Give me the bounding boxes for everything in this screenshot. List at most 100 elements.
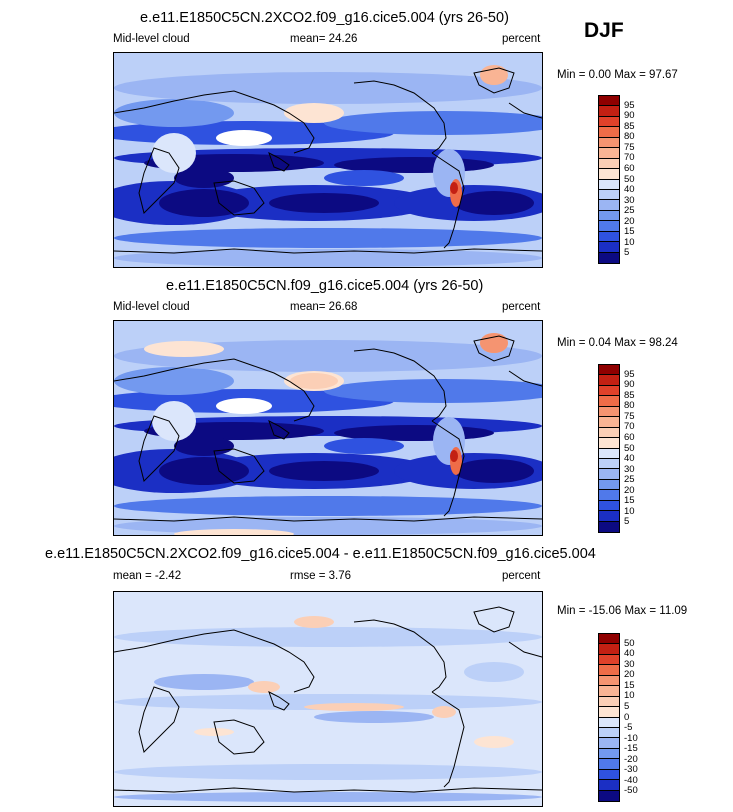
colorbar-box	[599, 490, 619, 501]
panel3-colorbar	[598, 633, 620, 802]
colorbar-box	[599, 137, 619, 149]
colorbar-box	[599, 375, 619, 386]
colorbar-tick-label: 20	[624, 215, 635, 227]
panel3-minmax: Min = -15.06 Max = 11.09	[557, 605, 688, 617]
panel1-variable-label: Mid-level cloud	[113, 33, 190, 45]
panel2-variable-label: Mid-level cloud	[113, 301, 190, 313]
colorbar-tick-label: 70	[624, 152, 635, 164]
colorbar-tick-label: 90	[624, 110, 635, 122]
colorbar-box	[599, 654, 619, 666]
panel3-title: e.e11.E1850C5CN.2XCO2.f09_g16.cice5.004 …	[45, 546, 596, 562]
colorbar-box	[599, 427, 619, 439]
panel2-map-field	[114, 321, 542, 535]
colorbar-box	[599, 106, 619, 117]
colorbar-tick-label: 0	[624, 711, 630, 723]
panel3-map-field	[114, 592, 542, 806]
colorbar-box	[599, 717, 619, 728]
colorbar-box	[599, 469, 619, 480]
colorbar-tick-label: 30	[624, 194, 635, 206]
colorbar-tick-label: 5	[624, 247, 630, 259]
panel1-map-field	[114, 53, 542, 267]
panel1-units-label: percent	[502, 33, 541, 45]
panel2-colorbar	[598, 364, 620, 533]
colorbar-tick-label: 75	[624, 410, 635, 422]
colorbar-box	[599, 385, 619, 397]
colorbar-tick-label: -50	[624, 785, 638, 797]
colorbar-box	[599, 521, 619, 532]
colorbar-box	[599, 438, 619, 449]
colorbar-box	[599, 252, 619, 263]
colorbar-tick-label: 90	[624, 379, 635, 391]
colorbar-box	[599, 148, 619, 159]
colorbar-box	[599, 242, 619, 253]
colorbar-tick-label: 95	[624, 368, 635, 380]
colorbar-tick-label: 60	[624, 431, 635, 443]
colorbar-box	[599, 127, 619, 138]
colorbar-tick-label: 15	[624, 495, 635, 507]
panel1-minmax: Min = 0.00 Max = 97.67	[557, 69, 678, 81]
colorbar-box	[599, 365, 619, 376]
colorbar-box	[599, 665, 619, 676]
colorbar-tick-label: 15	[624, 679, 635, 691]
colorbar-tick-label: 5	[624, 700, 630, 712]
colorbar-tick-label: 80	[624, 400, 635, 412]
colorbar-box	[599, 396, 619, 407]
panel2-units-label: percent	[502, 301, 541, 313]
colorbar-tick-label: 70	[624, 421, 635, 433]
colorbar-tick-label: 75	[624, 141, 635, 153]
colorbar-box	[599, 96, 619, 107]
panel2-title: e.e11.E1850C5CN.f09_g16.cice5.004 (yrs 2…	[166, 278, 484, 294]
colorbar-box	[599, 790, 619, 801]
colorbar-box	[599, 686, 619, 697]
colorbar-tick-label: -10	[624, 732, 638, 744]
colorbar-tick-label: 95	[624, 99, 635, 111]
colorbar-tick-label: 80	[624, 131, 635, 143]
panel1-map	[113, 52, 543, 268]
colorbar-box	[599, 727, 619, 739]
panel1-mean-label: mean= 24.26	[290, 33, 358, 45]
panel3-map	[113, 591, 543, 807]
colorbar-tick-label: -40	[624, 774, 638, 786]
panel3-rmse-label: rmse = 3.76	[290, 570, 352, 582]
colorbar-tick-label: -30	[624, 764, 638, 776]
colorbar-box	[599, 780, 619, 791]
colorbar-tick-label: 40	[624, 184, 635, 196]
panel2-mean-label: mean= 26.68	[290, 301, 358, 313]
colorbar-box	[599, 759, 619, 770]
panel1-colorbar	[598, 95, 620, 264]
colorbar-box	[599, 479, 619, 491]
colorbar-tick-label: 40	[624, 648, 635, 660]
colorbar-tick-label: 25	[624, 205, 635, 217]
colorbar-tick-label: -20	[624, 753, 638, 765]
colorbar-box	[599, 644, 619, 655]
colorbar-tick-label: 85	[624, 389, 635, 401]
colorbar-box	[599, 675, 619, 687]
colorbar-tick-label: 20	[624, 669, 635, 681]
colorbar-box	[599, 769, 619, 781]
colorbar-tick-label: 5	[624, 516, 630, 528]
panel2-minmax: Min = 0.04 Max = 98.24	[557, 337, 678, 349]
colorbar-tick-label: 20	[624, 484, 635, 496]
colorbar-box	[599, 221, 619, 232]
colorbar-tick-label: -5	[624, 722, 633, 734]
colorbar-box	[599, 500, 619, 512]
colorbar-box	[599, 634, 619, 645]
panel3-units-label: percent	[502, 570, 541, 582]
colorbar-box	[599, 210, 619, 222]
colorbar-tick-label: 60	[624, 162, 635, 174]
colorbar-box	[599, 189, 619, 201]
colorbar-box	[599, 696, 619, 708]
colorbar-tick-label: 25	[624, 474, 635, 486]
colorbar-box	[599, 116, 619, 128]
colorbar-tick-label: 10	[624, 690, 635, 702]
colorbar-box	[599, 458, 619, 470]
season-label: DJF	[584, 19, 624, 42]
colorbar-box	[599, 748, 619, 760]
colorbar-box	[599, 738, 619, 749]
colorbar-tick-label: -15	[624, 743, 638, 755]
colorbar-tick-label: 50	[624, 442, 635, 454]
colorbar-tick-label: 85	[624, 120, 635, 132]
colorbar-box	[599, 448, 619, 459]
colorbar-box	[599, 179, 619, 190]
colorbar-tick-label: 50	[624, 173, 635, 185]
